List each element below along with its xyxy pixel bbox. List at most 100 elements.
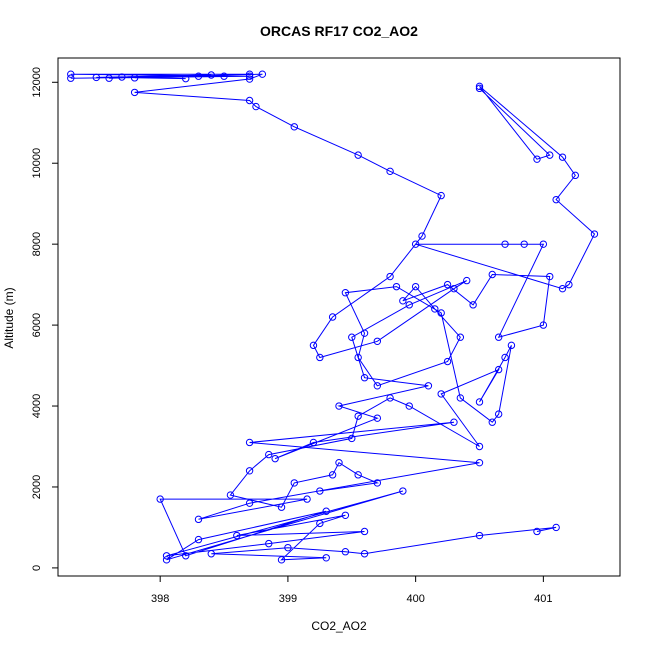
data-point	[316, 519, 324, 528]
data-point	[373, 382, 382, 390]
data-point	[277, 503, 286, 511]
data-point	[194, 72, 203, 80]
data-point	[539, 321, 548, 329]
data-point	[245, 72, 254, 80]
data-point	[335, 402, 343, 410]
data-point	[501, 353, 509, 362]
data-point	[265, 539, 273, 548]
data-point	[373, 414, 382, 422]
y-tick-label: 4000	[31, 394, 43, 418]
x-tick-label: 400	[406, 593, 424, 605]
data-point	[565, 280, 573, 289]
data-point	[533, 155, 541, 163]
data-point	[118, 73, 126, 81]
data-point	[386, 394, 394, 402]
data-point	[552, 195, 560, 204]
data-point	[424, 382, 433, 390]
chart-title: ORCAS RF17 CO2_AO2	[260, 23, 418, 39]
data-point	[309, 341, 318, 350]
data-point	[558, 284, 567, 293]
data-point	[271, 454, 279, 463]
data-point	[354, 151, 362, 159]
data-point	[354, 353, 362, 362]
data-point	[316, 353, 324, 362]
data-point	[405, 402, 413, 410]
data-point	[194, 535, 203, 544]
y-tick-label: 8000	[31, 232, 43, 256]
data-point	[411, 282, 420, 291]
data-point	[405, 301, 413, 309]
data-point	[488, 270, 496, 279]
x-tick-label: 399	[279, 593, 297, 605]
data-point	[494, 365, 503, 374]
data-point	[341, 511, 350, 519]
y-tick-label: 2000	[31, 475, 43, 499]
data-point	[475, 82, 484, 91]
x-tick-label: 401	[534, 593, 552, 605]
data-point	[245, 467, 254, 475]
data-point	[360, 550, 369, 558]
data-point	[475, 442, 484, 451]
data-point	[341, 548, 350, 556]
data-point	[290, 479, 298, 487]
data-point	[456, 333, 465, 341]
data-point	[354, 412, 362, 420]
data-point	[520, 240, 528, 248]
data-point	[437, 309, 445, 317]
data-point	[463, 276, 471, 285]
data-point	[348, 333, 356, 341]
data-point	[303, 495, 311, 503]
axes: 398 399 400 401 0 2000 4000 6000 8000 10000 12000	[31, 67, 553, 605]
data-point	[277, 556, 286, 564]
data-point	[386, 167, 394, 176]
data-point	[443, 280, 452, 289]
data-point	[265, 450, 273, 459]
data-point	[469, 301, 477, 309]
data-point	[507, 341, 516, 350]
data-point	[245, 70, 254, 78]
series-line	[70, 73, 557, 561]
data-point	[450, 284, 458, 293]
data-point	[328, 471, 337, 479]
plot-frame	[57, 57, 621, 577]
data-point	[399, 297, 407, 305]
data-point	[386, 272, 394, 281]
data-point	[290, 123, 298, 131]
data-point	[411, 240, 420, 248]
data-point	[546, 272, 554, 281]
data-point	[182, 74, 190, 83]
data-point	[475, 531, 484, 540]
data-point	[590, 230, 599, 238]
data-point	[245, 438, 254, 447]
data-point	[431, 305, 439, 313]
data-point	[226, 491, 235, 499]
data-point	[162, 556, 171, 564]
plot-series	[67, 70, 599, 564]
data-point	[546, 151, 554, 159]
data-point	[571, 171, 579, 180]
data-point	[437, 191, 445, 200]
data-point	[207, 550, 215, 558]
data-point	[341, 289, 350, 297]
data-point	[328, 313, 337, 321]
data-point	[475, 458, 484, 467]
data-point	[475, 84, 484, 93]
data-point	[539, 240, 548, 248]
data-point	[360, 374, 369, 382]
data-point	[252, 102, 260, 111]
data-point	[399, 487, 407, 495]
data-point	[392, 282, 401, 291]
data-point	[105, 74, 113, 82]
y-axis-label: Altitude (m)	[2, 287, 16, 348]
x-tick-label: 398	[151, 593, 169, 605]
data-point	[220, 72, 228, 80]
data-point	[488, 418, 496, 426]
y-tick-label: 6000	[31, 313, 43, 337]
data-point	[558, 153, 567, 161]
data-point	[182, 552, 190, 560]
data-point	[494, 333, 503, 341]
data-point	[67, 70, 75, 78]
data-point	[373, 479, 382, 487]
data-point	[360, 527, 369, 536]
